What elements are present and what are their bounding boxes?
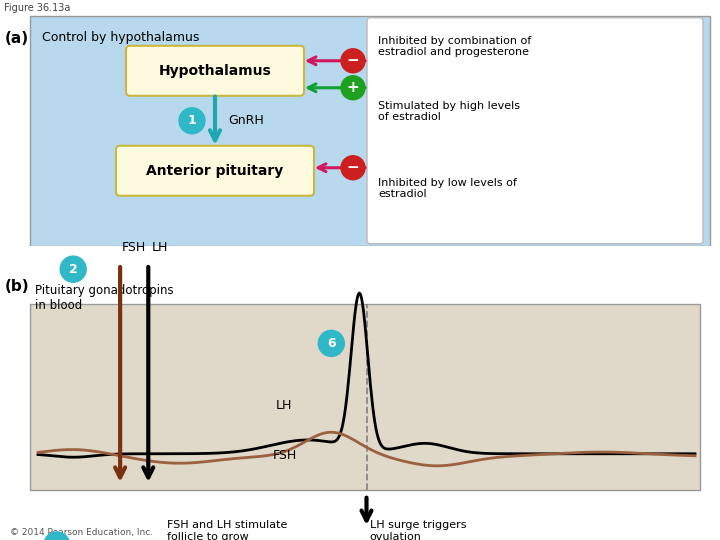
Text: −: − [346,160,359,176]
Bar [30,304,700,490]
Text: FSH: FSH [122,241,146,254]
FancyBboxPatch shape [116,146,314,195]
Text: Pituitary gonadotropins
in blood: Pituitary gonadotropins in blood [35,284,174,312]
FancyBboxPatch shape [367,18,703,244]
Circle shape [341,49,365,73]
Circle shape [318,330,344,356]
Circle shape [44,532,70,540]
Text: GnRH: GnRH [228,114,264,127]
Text: LH: LH [151,241,168,254]
Text: FSH: FSH [272,449,297,462]
Text: LH surge triggers
ovulation: LH surge triggers ovulation [369,520,466,540]
Text: Stimulated by high levels
of estradiol: Stimulated by high levels of estradiol [378,101,520,123]
Text: FSH and LH stimulate
follicle to grow: FSH and LH stimulate follicle to grow [167,520,287,540]
Text: Figure 36.13a: Figure 36.13a [4,3,70,13]
Text: © 2014 Pearson Education, Inc.: © 2014 Pearson Education, Inc. [10,528,153,537]
Text: 1: 1 [188,114,197,127]
Text: Control by hypothalamus: Control by hypothalamus [42,31,199,44]
Text: 6: 6 [327,337,336,350]
Text: (b): (b) [5,279,30,294]
Text: (a): (a) [5,31,29,46]
Text: LH: LH [276,400,292,413]
Text: −: − [346,53,359,68]
Circle shape [341,156,365,180]
Text: 3: 3 [53,538,61,540]
Text: Anterior pituitary: Anterior pituitary [146,164,284,178]
Text: Inhibited by low levels of
estradiol: Inhibited by low levels of estradiol [378,178,517,199]
Text: +: + [346,80,359,95]
FancyBboxPatch shape [126,46,304,96]
Text: Inhibited by combination of
estradiol and progesterone: Inhibited by combination of estradiol an… [378,36,531,57]
Text: Hypothalamus: Hypothalamus [158,64,271,78]
Circle shape [341,76,365,100]
Circle shape [179,108,205,134]
Circle shape [60,256,86,282]
Text: 2: 2 [69,262,78,275]
